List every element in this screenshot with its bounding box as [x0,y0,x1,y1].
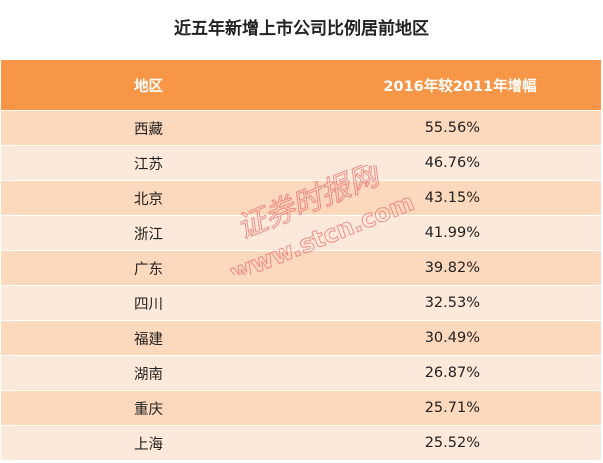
table-row: 福建 30.49% [1,320,601,356]
table-row: 四川 32.53% [1,285,601,321]
column-header-region: 地区 [1,60,291,111]
table-row: 北京 43.15% [1,180,601,216]
column-header-growth: 2016年较2011年增幅 [291,60,601,111]
table-row: 浙江 41.99% [1,215,601,251]
growth-cell: 39.82% [291,250,601,286]
region-cell: 上海 [1,425,291,461]
table-row: 湖南 26.87% [1,355,601,391]
table-row: 江苏 46.76% [1,145,601,181]
table-row: 广东 39.82% [1,250,601,286]
growth-cell: 55.56% [291,110,601,146]
region-cell: 浙江 [1,215,291,251]
region-cell: 四川 [1,285,291,321]
data-table: 地区 2016年较2011年增幅 西藏 55.56% 江苏 46.76% 北京 43.15… [1,60,601,461]
region-cell: 福建 [1,320,291,356]
region-cell: 江苏 [1,145,291,181]
growth-cell: 25.52% [291,425,601,461]
table-row: 重庆 25.71% [1,390,601,426]
growth-cell: 46.76% [291,145,601,181]
region-cell: 西藏 [1,110,291,146]
table-row: 上海 25.52% [1,425,601,461]
growth-cell: 32.53% [291,285,601,321]
growth-cell: 25.71% [291,390,601,426]
chart-title: 近五年新增上市公司比例居前地区 [174,19,429,39]
region-cell: 湖南 [1,355,291,391]
region-cell: 北京 [1,180,291,216]
growth-cell: 26.87% [291,355,601,391]
region-cell: 广东 [1,250,291,286]
table-header-row: 地区 2016年较2011年增幅 [1,60,601,111]
growth-cell: 43.15% [291,180,601,216]
region-cell: 重庆 [1,390,291,426]
growth-cell: 30.49% [291,320,601,356]
growth-cell: 41.99% [291,215,601,251]
table-row: 西藏 55.56% [1,110,601,146]
